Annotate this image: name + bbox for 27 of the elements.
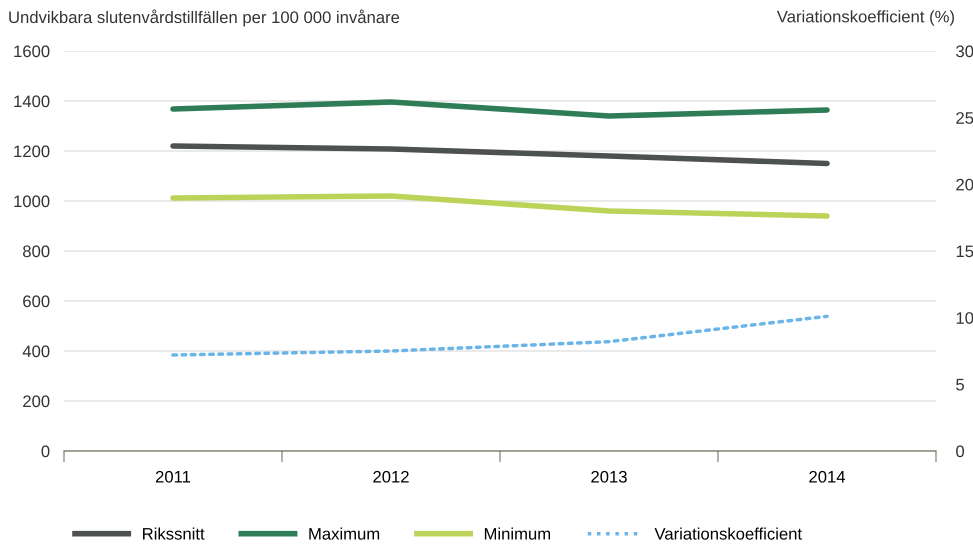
y2-tick-label: 10 xyxy=(956,312,973,324)
y-tick-label: 1600 xyxy=(14,45,50,58)
y2-tick-label: 15 xyxy=(956,246,973,258)
y-tick-label: 800 xyxy=(23,245,50,258)
line-series xyxy=(171,314,829,357)
x-tick-label: 2012 xyxy=(373,470,409,483)
legend-label: Maximum xyxy=(309,527,380,540)
y2-axis-title: Variationskoefficient (%) xyxy=(776,10,954,26)
y-tick-label: 1000 xyxy=(14,195,50,208)
legend-label: Rikssnitt xyxy=(143,527,205,540)
legend-label: Minimum xyxy=(484,527,550,540)
y2-tick-label: 25 xyxy=(956,112,973,124)
y2-tick-label: 20 xyxy=(956,178,973,191)
legend-label: Variationskoefficient xyxy=(654,527,802,540)
x-tick-label: 2013 xyxy=(591,470,627,483)
x-tick-label: 2014 xyxy=(809,470,846,483)
y-tick-label: 200 xyxy=(23,395,50,408)
y-tick-label: 1200 xyxy=(14,145,50,158)
y-tick-label: 1400 xyxy=(14,95,50,108)
y2-tick-label: 5 xyxy=(956,378,964,391)
y-tick-label: 600 xyxy=(23,295,50,308)
x-tick-label: 2011 xyxy=(156,470,190,483)
y-tick-label: 400 xyxy=(22,345,50,358)
y2-tick-label: 30 xyxy=(956,45,973,58)
y2-tick-label: 0 xyxy=(956,445,964,458)
y-tick-label: 0 xyxy=(41,445,50,458)
y-axis-title: Undvikbara slutenvårdstillfällen per 100 000 invånare xyxy=(9,10,400,26)
